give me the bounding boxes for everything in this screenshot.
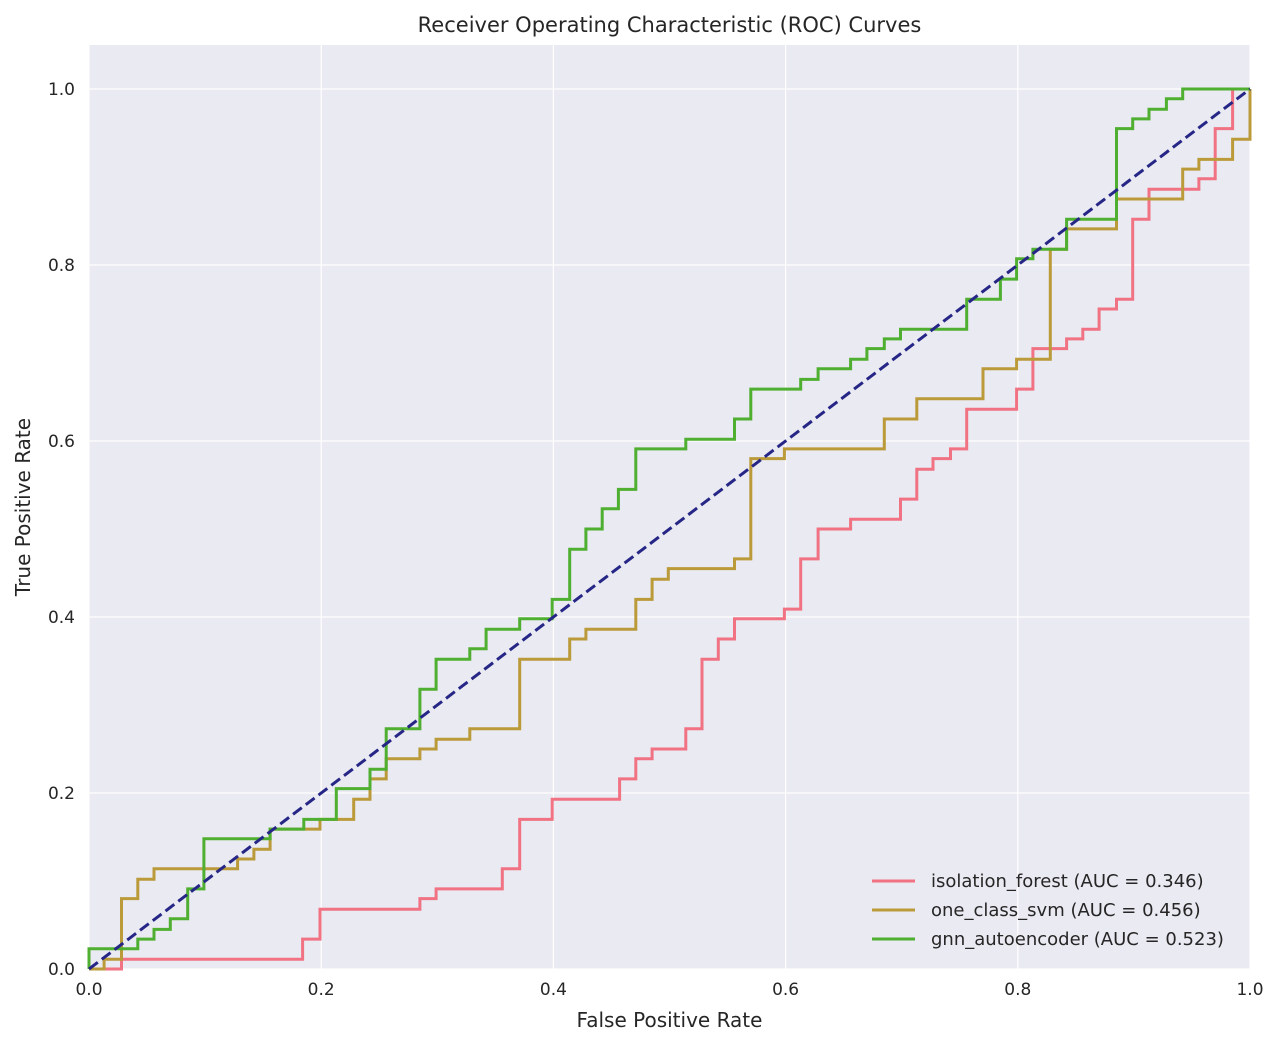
series-line-2 (87, 87, 1250, 969)
reference-diagonal-line (88, 87, 1251, 971)
legend: isolation_forest (AUC = 0.346) one_class_… (872, 871, 1224, 950)
x-axis-label: False Positive Rate (577, 1008, 763, 1032)
tick-labels: 0.0 0.2 0.4 0.6 0.8 1.0 0.0 0.2 0.4 0.6 0.8 1.0 (48, 80, 1264, 1000)
series-line-0 (89, 87, 1250, 971)
x-tick-label: 0.0 (75, 980, 102, 1000)
legend-label-0: isolation_forest (AUC = 0.346) (931, 871, 1204, 892)
chart-title: Receiver Operating Characteristic (ROC) … (418, 13, 922, 37)
series-lines (87, 87, 1252, 971)
legend-label-2: gnn_autoencoder (AUC = 0.523) (931, 929, 1224, 950)
x-tick-label: 0.6 (772, 980, 799, 1000)
x-tick-label: 1.0 (1236, 980, 1263, 1000)
y-tick-label: 0.8 (48, 256, 75, 276)
y-axis-label: True Positive Rate (11, 418, 35, 597)
y-tick-label: 1.0 (48, 80, 75, 100)
y-tick-label: 0.6 (48, 432, 75, 452)
gridlines (88, 45, 1251, 970)
x-tick-label: 0.2 (308, 980, 335, 1000)
y-tick-label: 0.4 (48, 608, 75, 628)
y-tick-label: 0.0 (48, 960, 75, 980)
x-tick-label: 0.4 (540, 980, 567, 1000)
plot-area (89, 45, 1250, 969)
legend-label-1: one_class_svm (AUC = 0.456) (931, 900, 1201, 921)
x-tick-label: 0.8 (1004, 980, 1031, 1000)
y-tick-label: 0.2 (48, 784, 75, 804)
